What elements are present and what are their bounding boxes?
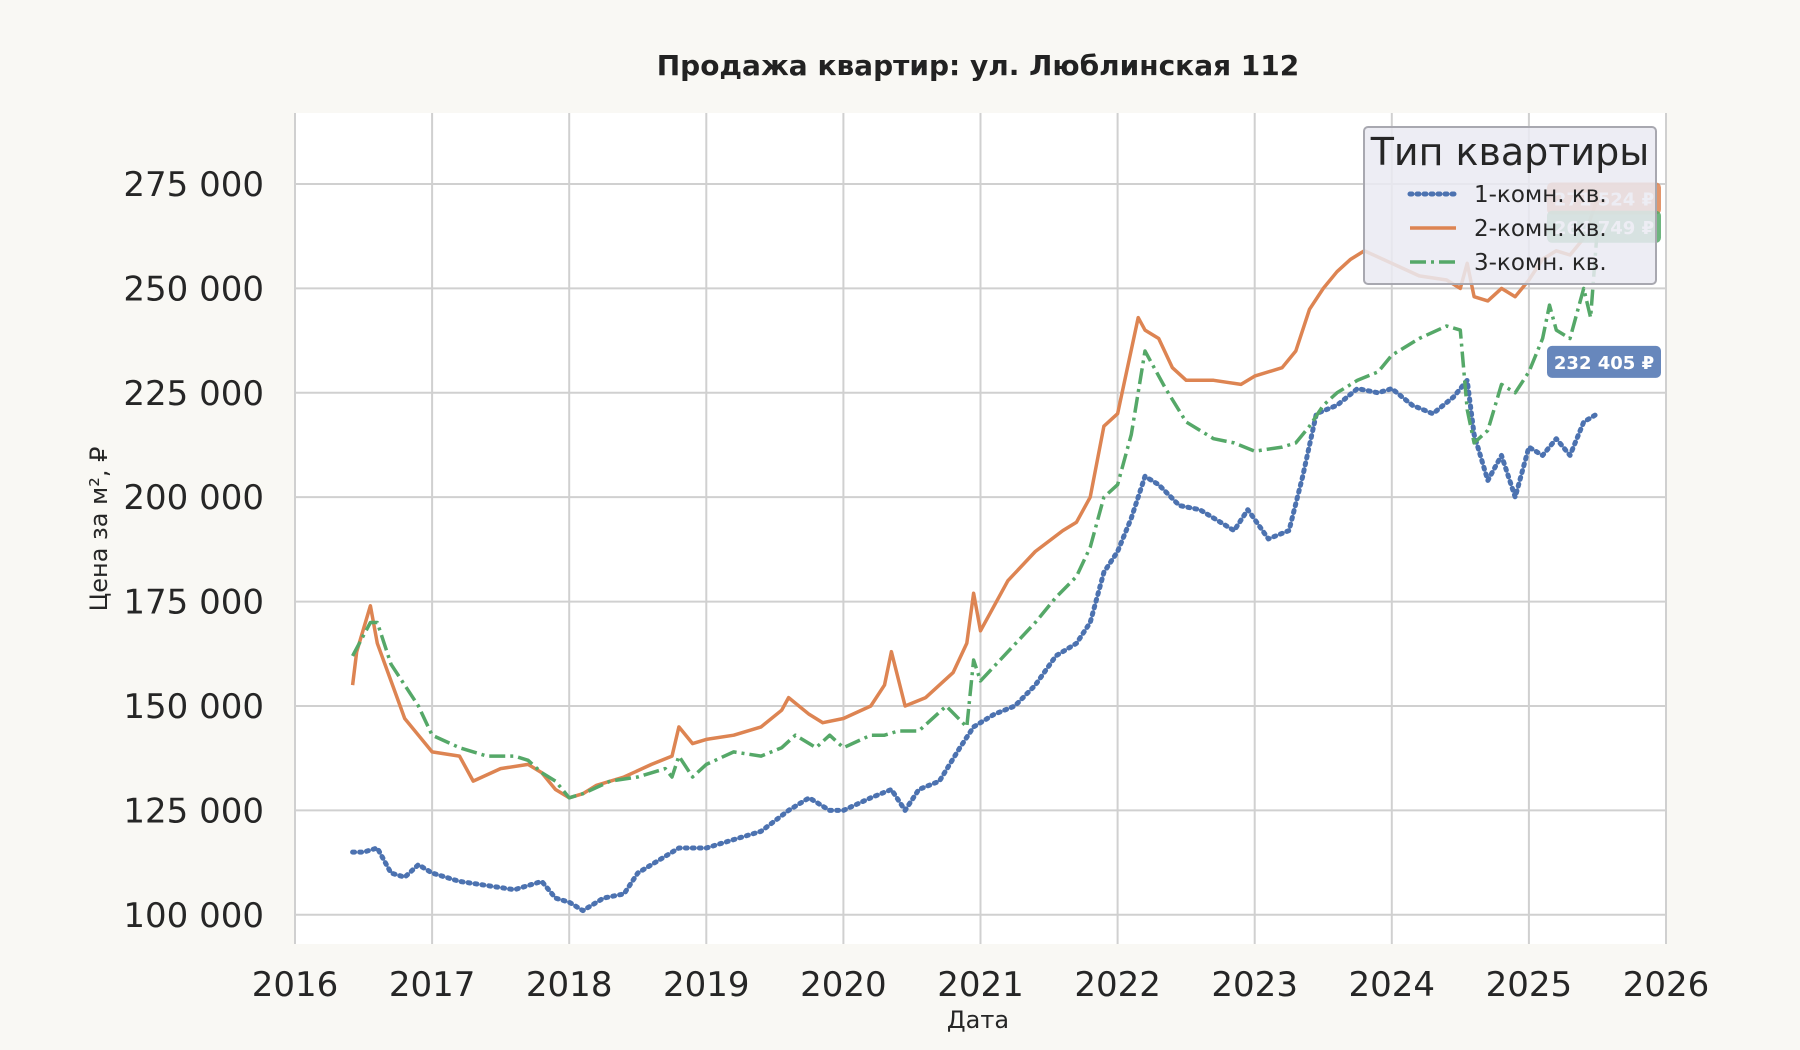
x-tick-label: 2021 xyxy=(937,965,1024,1005)
x-tick-label: 2019 xyxy=(663,965,750,1005)
legend-label-3: 3-комн. кв. xyxy=(1474,250,1607,276)
x-tick-label: 2023 xyxy=(1211,965,1298,1005)
x-axis-ticks: 2016 2017 2018 2019 2020 2021 2022 2023 2024 2025… xyxy=(252,965,1710,1005)
legend: Тип квартиры 1-комн. кв. 2-комн. кв. 3-ком… xyxy=(1363,126,1657,285)
y-axis-ticks: 100 000 125 000 150 000 175 000 200 000 225 0… xyxy=(123,165,264,936)
legend-title: Тип квартиры xyxy=(1370,130,1650,174)
series-line-3 xyxy=(351,226,1600,800)
y-tick-label: 250 000 xyxy=(123,269,264,309)
legend-label-1: 1-комн. кв. xyxy=(1474,182,1607,208)
x-tick-label: 2025 xyxy=(1486,965,1573,1005)
x-tick-label: 2016 xyxy=(252,965,339,1005)
legend-box xyxy=(1363,126,1657,285)
y-tick-label: 150 000 xyxy=(123,687,264,727)
x-tick-label: 2024 xyxy=(1349,965,1436,1005)
y-axis-label: Цена за м², ₽ xyxy=(85,447,113,612)
y-tick-label: 100 000 xyxy=(123,896,264,936)
x-tick-label: 2020 xyxy=(800,965,887,1005)
chart-title: Продажа квартир: ул. Люблинская 112 xyxy=(657,49,1300,82)
series-line-1 xyxy=(350,377,1600,914)
y-tick-label: 225 000 xyxy=(123,374,264,414)
x-tick-label: 2017 xyxy=(389,965,476,1005)
legend-items: 1-комн. кв. 2-комн. кв. 3-комн. кв. xyxy=(1407,182,1607,276)
y-tick-label: 200 000 xyxy=(123,478,264,518)
end-label-box xyxy=(1547,345,1661,378)
end-label-1: 232 405 ₽ xyxy=(1547,345,1661,378)
x-tick-label: 2018 xyxy=(526,965,613,1005)
x-axis-label: Дата xyxy=(947,1006,1009,1034)
x-tick-label: 2022 xyxy=(1074,965,1161,1005)
end-label-text: 232 405 ₽ xyxy=(1554,353,1654,374)
legend-label-2: 2-комн. кв. xyxy=(1474,216,1607,242)
y-tick-label: 175 000 xyxy=(123,583,264,623)
grid-lines xyxy=(294,113,1667,944)
x-tick-label: 2026 xyxy=(1623,965,1710,1005)
y-tick-label: 275 000 xyxy=(123,165,264,205)
y-tick-label: 125 000 xyxy=(123,791,264,831)
